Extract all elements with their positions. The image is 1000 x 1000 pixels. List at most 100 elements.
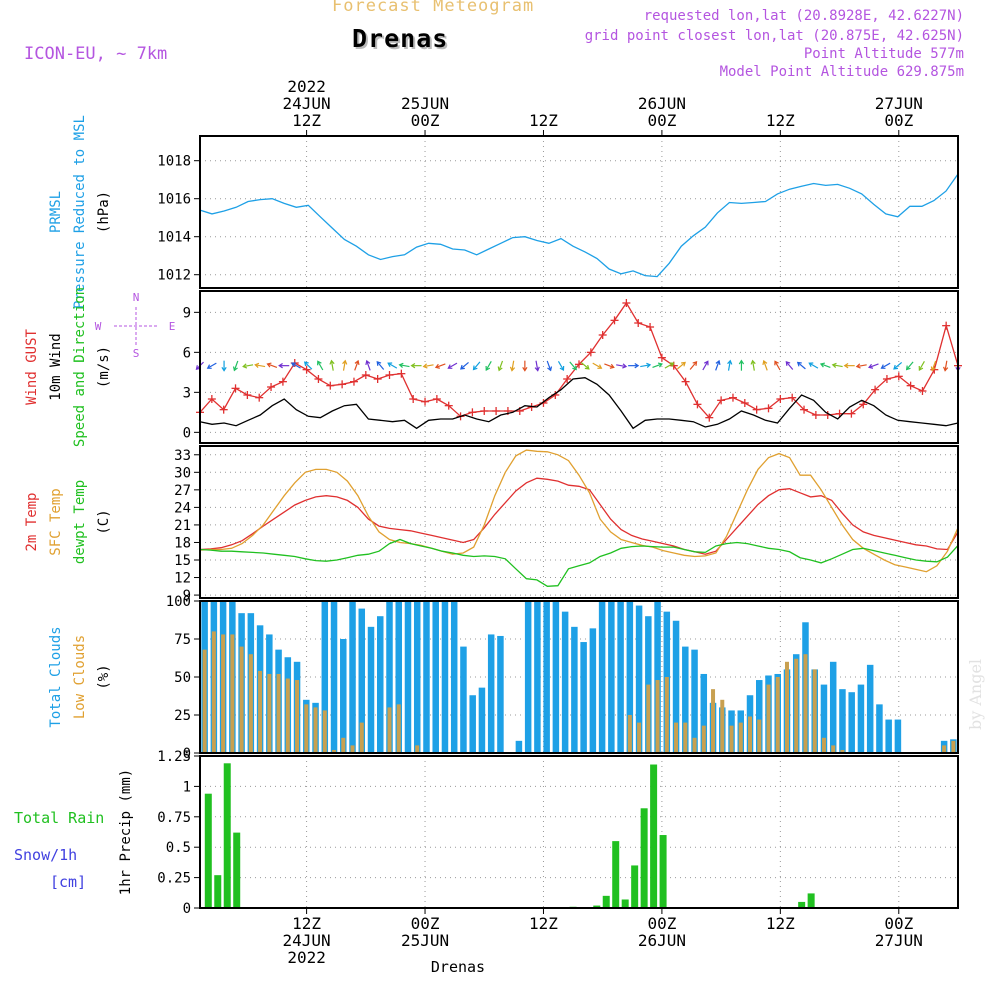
total-cloud-bar [894,719,902,753]
total-cloud-bar [450,601,458,753]
rain-bar [233,832,241,908]
total-cloud-bar [478,687,486,753]
axis-label: (m/s) [96,346,112,388]
top-time-label: 00Z [411,111,440,130]
bottom-time-label: 00Z [884,914,913,933]
gust-point [492,407,501,415]
gust-point [646,323,655,331]
top-time-label: 12Z [529,111,558,130]
wind-arrow [652,362,663,368]
total-cloud-bar [487,634,495,753]
low-cloud-bar [821,737,826,753]
total-cloud-bar [654,601,661,753]
wind-arrow [303,361,313,370]
axis-label: (C) [96,509,112,534]
rain-bar [650,764,658,908]
wind-arrow [221,360,227,372]
low-cloud-bar [674,722,679,753]
y-tick-label: 1016 [157,192,191,208]
low-cloud-bar [304,704,309,753]
low-cloud-bar [701,725,706,753]
top-time-label: 00Z [647,111,676,130]
wind-arrow [497,360,504,372]
gust-point [871,385,880,394]
rain-bar [621,899,629,908]
gust-point [480,407,489,415]
wind-arrow [715,359,721,371]
low-cloud-bar [840,749,845,753]
wind-arrow [930,360,937,372]
series-line-2 [199,538,959,587]
rain-bar [204,793,212,908]
super-title: Forecast Meteogram [332,0,535,16]
low-cloud-bar [359,722,364,753]
gust-point [657,353,666,362]
y-tick-label: 6 [183,345,191,361]
wind-arrow [796,361,806,370]
gust-point [586,348,595,357]
low-cloud-bar [655,680,660,753]
gust-point [752,405,761,414]
low-cloud-bar [637,722,642,753]
rain-bar [214,875,222,908]
axis-label: Pressure Reduced to MSL [72,115,88,309]
y-tick-label: 0.5 [166,840,191,856]
total-cloud-bar [756,680,763,753]
y-tick-label: 100 [166,594,191,610]
low-cloud-bar [784,661,789,753]
low-cloud-bar [711,689,716,753]
total-cloud-bar [589,628,597,753]
wind-arrow [774,360,781,371]
series-line-1 [199,377,959,430]
low-cloud-bar [775,677,780,753]
rain-bar [798,901,806,908]
wind-arrow [785,360,794,370]
low-cloud-bar [322,710,327,753]
wind-arrow [604,363,615,369]
bottom-time-label: 24JUN [283,931,331,950]
wind-arrow [232,360,239,372]
bottom-time-label: 2022 [287,948,326,967]
wind-arrow [689,360,698,370]
total-cloud-bar [552,601,560,753]
chart-title: Drenas [352,24,449,53]
rain-bar [640,808,648,908]
total-cloud-bar [497,635,504,753]
y-tick-label: 24 [174,500,191,516]
top-time-label: 26JUN [638,94,686,113]
gust-point [361,371,370,379]
gust-point [882,375,891,383]
total-cloud-bar [571,626,578,753]
rain-bar [593,905,601,908]
total-cloud-bar [635,605,643,753]
gust-point [717,396,726,405]
low-cloud-bar [202,649,207,753]
total-cloud-bar [321,601,329,753]
top-time-label: 12Z [766,111,795,130]
gust-point [409,395,418,403]
legend-label: Total Rain [14,809,104,827]
gust-point [693,400,702,409]
gust-point [622,299,631,307]
y-tick-label: 50 [174,670,191,686]
wind-arrow [640,362,652,368]
total-cloud-bar [413,601,421,753]
total-cloud-bar [534,601,541,753]
point-altitude: Point Altitude 577m [803,46,964,62]
gust-point [740,399,749,407]
model-label: ICON-EU, ~ 7km [24,44,168,64]
low-cloud-bar [664,677,669,753]
wind-arrow [290,362,301,369]
wind-arrow [702,360,709,371]
low-cloud-bar [239,646,244,753]
low-cloud-bar [720,699,725,753]
low-cloud-bar [766,684,771,753]
low-cloud-bar [230,634,235,753]
gust-point [243,391,252,399]
total-cloud-bar [460,646,467,753]
total-cloud-bar [524,601,532,753]
low-cloud-bar [258,670,263,753]
wind-arrow [905,361,914,371]
gust-point [432,395,441,403]
